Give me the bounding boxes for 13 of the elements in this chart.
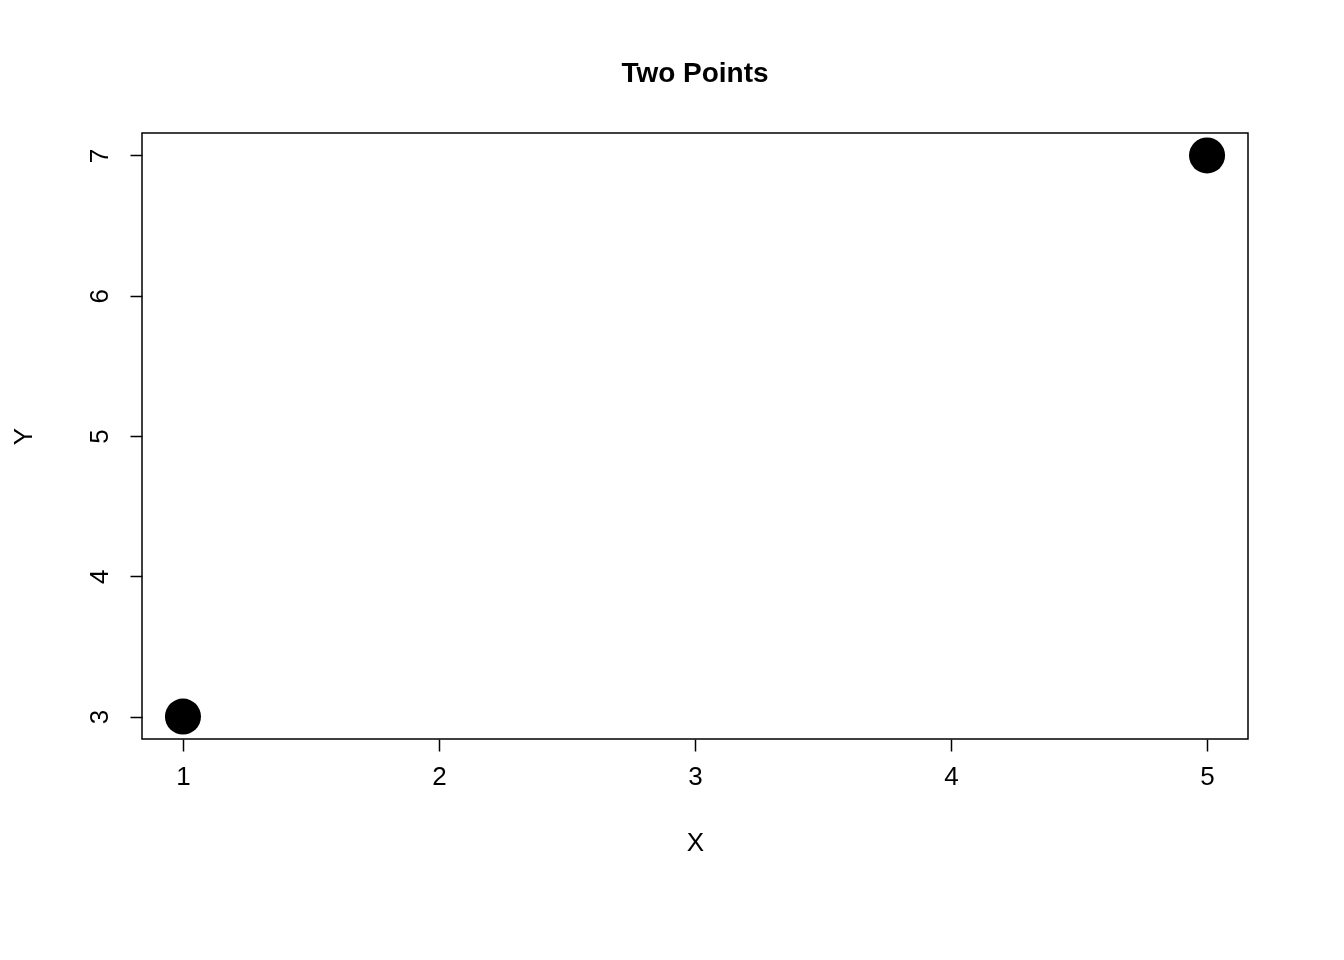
y-tick-label: 4 [83,569,114,585]
x-tick-label: 5 [1200,760,1215,791]
y-axis-title: Y [7,427,38,446]
x-axis-title: X [686,826,705,857]
y-tick-label: 6 [83,288,114,304]
x-tick-label: 3 [688,760,703,791]
y-tick-label: 3 [83,709,114,725]
x-tick-label: 2 [432,760,447,791]
y-tick-label: 7 [83,148,114,164]
x-tick-label: 4 [944,760,959,791]
chart-title: Two Points [621,57,769,88]
y-tick-label: 5 [83,429,114,444]
x-tick-label: 1 [176,760,191,791]
